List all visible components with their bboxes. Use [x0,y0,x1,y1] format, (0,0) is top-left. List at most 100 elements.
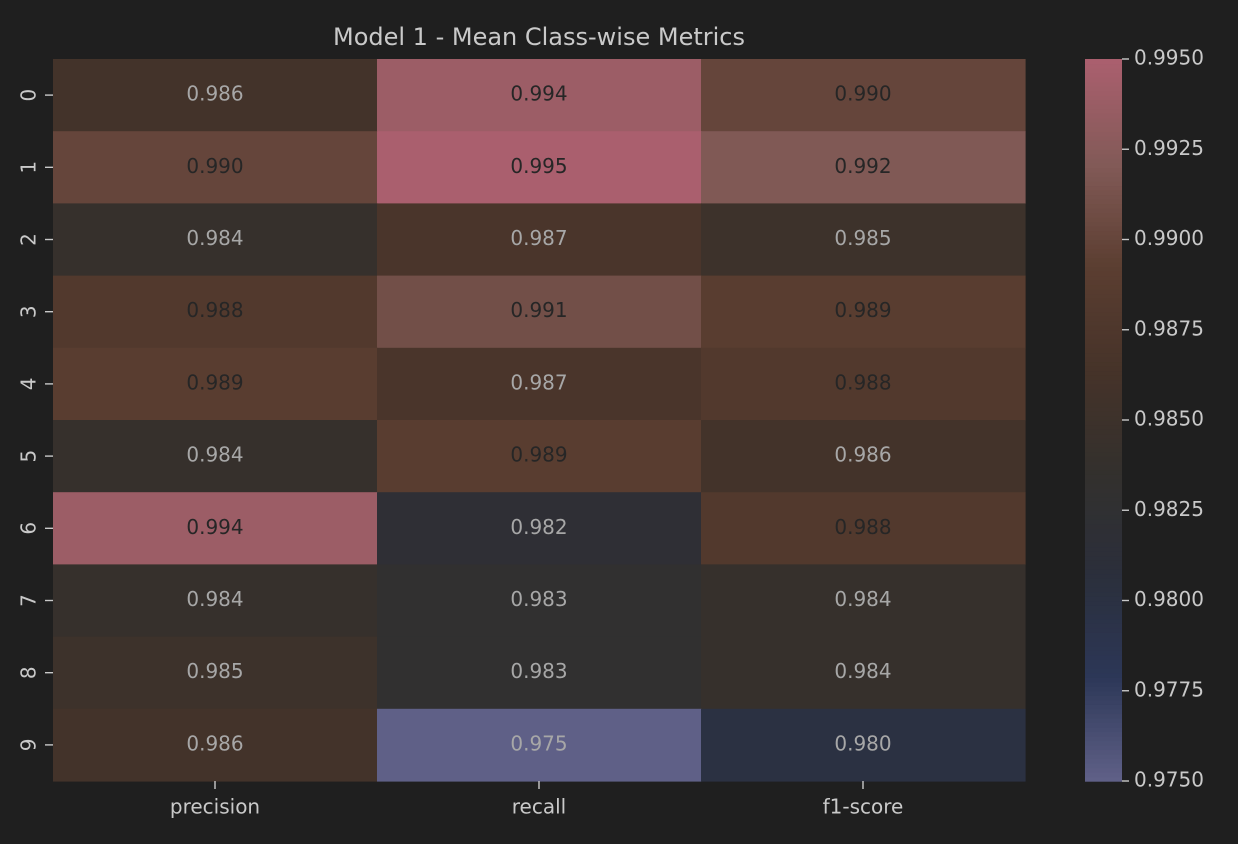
colorbar-gradient-segment [1085,307,1122,313]
colorbar-gradient-segment [1085,302,1122,308]
heatmap-value-label: 0.994 [510,82,567,106]
colorbar-gradient-segment [1085,410,1122,417]
colorbar-gradient-segment [1085,234,1122,241]
colorbar-gradient-segment [1085,135,1122,141]
heatmap-cell-r3-precision [53,275,378,349]
colorbar-gradient-segment [1085,496,1122,502]
colorbar-gradient-segment [1085,406,1122,412]
colorbar-gradient-segment [1085,654,1122,660]
colorbar-gradient-segment [1085,474,1122,480]
x-tick-label: recall [512,795,566,819]
colorbar-gradient-segment [1085,68,1122,74]
heatmap-cell-r8-f1-score [701,636,1026,710]
heatmap-cell-r1-precision [53,131,378,204]
colorbar-gradient-segment [1085,316,1122,322]
heatmap-cell-r0-precision [53,59,378,132]
colorbar-gradient-segment [1085,90,1122,96]
heatmap-cell-r8-recall [377,636,702,710]
heatmap-value-label: 0.984 [186,226,243,250]
colorbar-gradient-segment [1085,280,1122,286]
y-tick-label: 7 [17,594,41,607]
heatmap-value-label: 0.989 [510,443,567,467]
heatmap-cell-r5-f1-score [701,420,1026,493]
colorbar-gradient-segment [1085,514,1122,520]
colorbar-gradient-segment [1085,244,1122,250]
colorbar-gradient-segment [1085,140,1122,146]
colorbar-gradient-segment [1085,591,1122,597]
heatmap-value-label: 0.975 [510,731,567,755]
colorbar-tick-label: 0.9825 [1134,497,1204,521]
colorbar-tick-label: 0.9925 [1134,136,1204,160]
colorbar-gradient-segment [1085,95,1122,101]
colorbar-gradient-segment [1085,555,1122,561]
colorbar-gradient-segment [1085,537,1122,543]
heatmap-value-label: 0.987 [510,226,567,250]
chart-title: Model 1 - Mean Class-wise Metrics [333,23,745,51]
heatmap-value-label: 0.987 [510,370,567,394]
colorbar-gradient-segment [1085,262,1122,268]
colorbar-gradient-segment [1085,478,1122,484]
colorbar-gradient-segment [1085,776,1122,782]
heatmap-labels: 0.986 0.994 0.990 0.990 0.995 0.992 0.984 0.987… [186,82,891,756]
heatmap-axes: precision recall f1-score 0 1 2 3 4 5 6 7 8 9 [17,89,904,819]
colorbar-gradient-segment [1085,573,1122,579]
colorbar-tick-label: 0.9850 [1134,407,1204,431]
heatmap-value-label: 0.982 [510,515,567,539]
colorbar-gradient-segment [1085,86,1122,92]
colorbar-gradient-segment [1085,356,1122,363]
colorbar-gradient-segment [1085,415,1122,421]
colorbar-gradient-segment [1085,311,1122,317]
y-tick-label: 8 [17,666,41,679]
colorbar-gradient-segment [1085,370,1122,376]
heatmap-cells [53,59,1026,782]
colorbar-gradient-segment [1085,582,1122,588]
colorbar-gradient-segment [1085,753,1122,760]
heatmap-value-label: 0.980 [834,731,891,755]
colorbar-gradient-segment [1085,465,1122,471]
heatmap-cell-r6-f1-score [701,492,1026,565]
colorbar-gradient-segment [1085,352,1122,358]
heatmap-cell-r9-recall [377,708,702,782]
colorbar-gradient-segment [1085,117,1122,123]
heatmap-value-label: 0.984 [186,443,243,467]
heatmap-cell-r4-f1-score [701,347,1026,421]
colorbar-gradient-segment [1085,185,1122,191]
colorbar-gradient-segment [1085,510,1122,516]
heatmap-value-label: 0.984 [186,587,243,611]
colorbar-gradient-segment [1085,365,1122,372]
colorbar-gradient-segment [1085,284,1122,290]
colorbar-gradient-segment [1085,189,1122,196]
colorbar-gradient-segment [1085,420,1122,426]
colorbar-gradient-segment [1085,699,1122,705]
y-tick-label: 6 [17,522,41,535]
heatmap-cell-r5-recall [377,420,702,493]
colorbar-gradient-segment [1085,528,1122,534]
colorbar-gradient-segment [1085,113,1122,119]
colorbar-gradient-segment [1085,663,1122,669]
colorbar-gradient-segment [1085,266,1122,272]
x-tick-label: precision [170,795,260,819]
colorbar-gradient-segment [1085,762,1122,769]
y-tick-label: 2 [17,233,41,246]
colorbar-gradient-segment [1085,681,1122,687]
colorbar-gradient-segment [1085,749,1122,755]
colorbar-gradient-segment [1085,383,1122,390]
colorbar-gradient-segment [1085,253,1122,259]
colorbar-gradient-segment [1085,442,1122,448]
colorbar-gradient-segment [1085,126,1122,132]
colorbar-gradient-segment [1085,293,1122,299]
colorbar-gradient-segment [1085,595,1122,602]
colorbar-gradient-segment [1085,239,1122,245]
colorbar-gradient-segment [1085,108,1122,114]
colorbar-gradient-segment [1085,650,1122,656]
colorbar-gradient-segment [1085,429,1122,435]
colorbar-gradient-segment [1085,221,1122,227]
colorbar-gradient-segment [1085,325,1122,331]
heatmap-cell-r9-f1-score [701,708,1026,782]
heatmap-cell-r6-precision [53,492,378,565]
colorbar-gradient-segment [1085,532,1122,539]
colorbar-gradient-segment [1085,541,1122,548]
heatmap-value-label: 0.990 [186,154,243,178]
y-tick-label: 1 [17,161,41,174]
